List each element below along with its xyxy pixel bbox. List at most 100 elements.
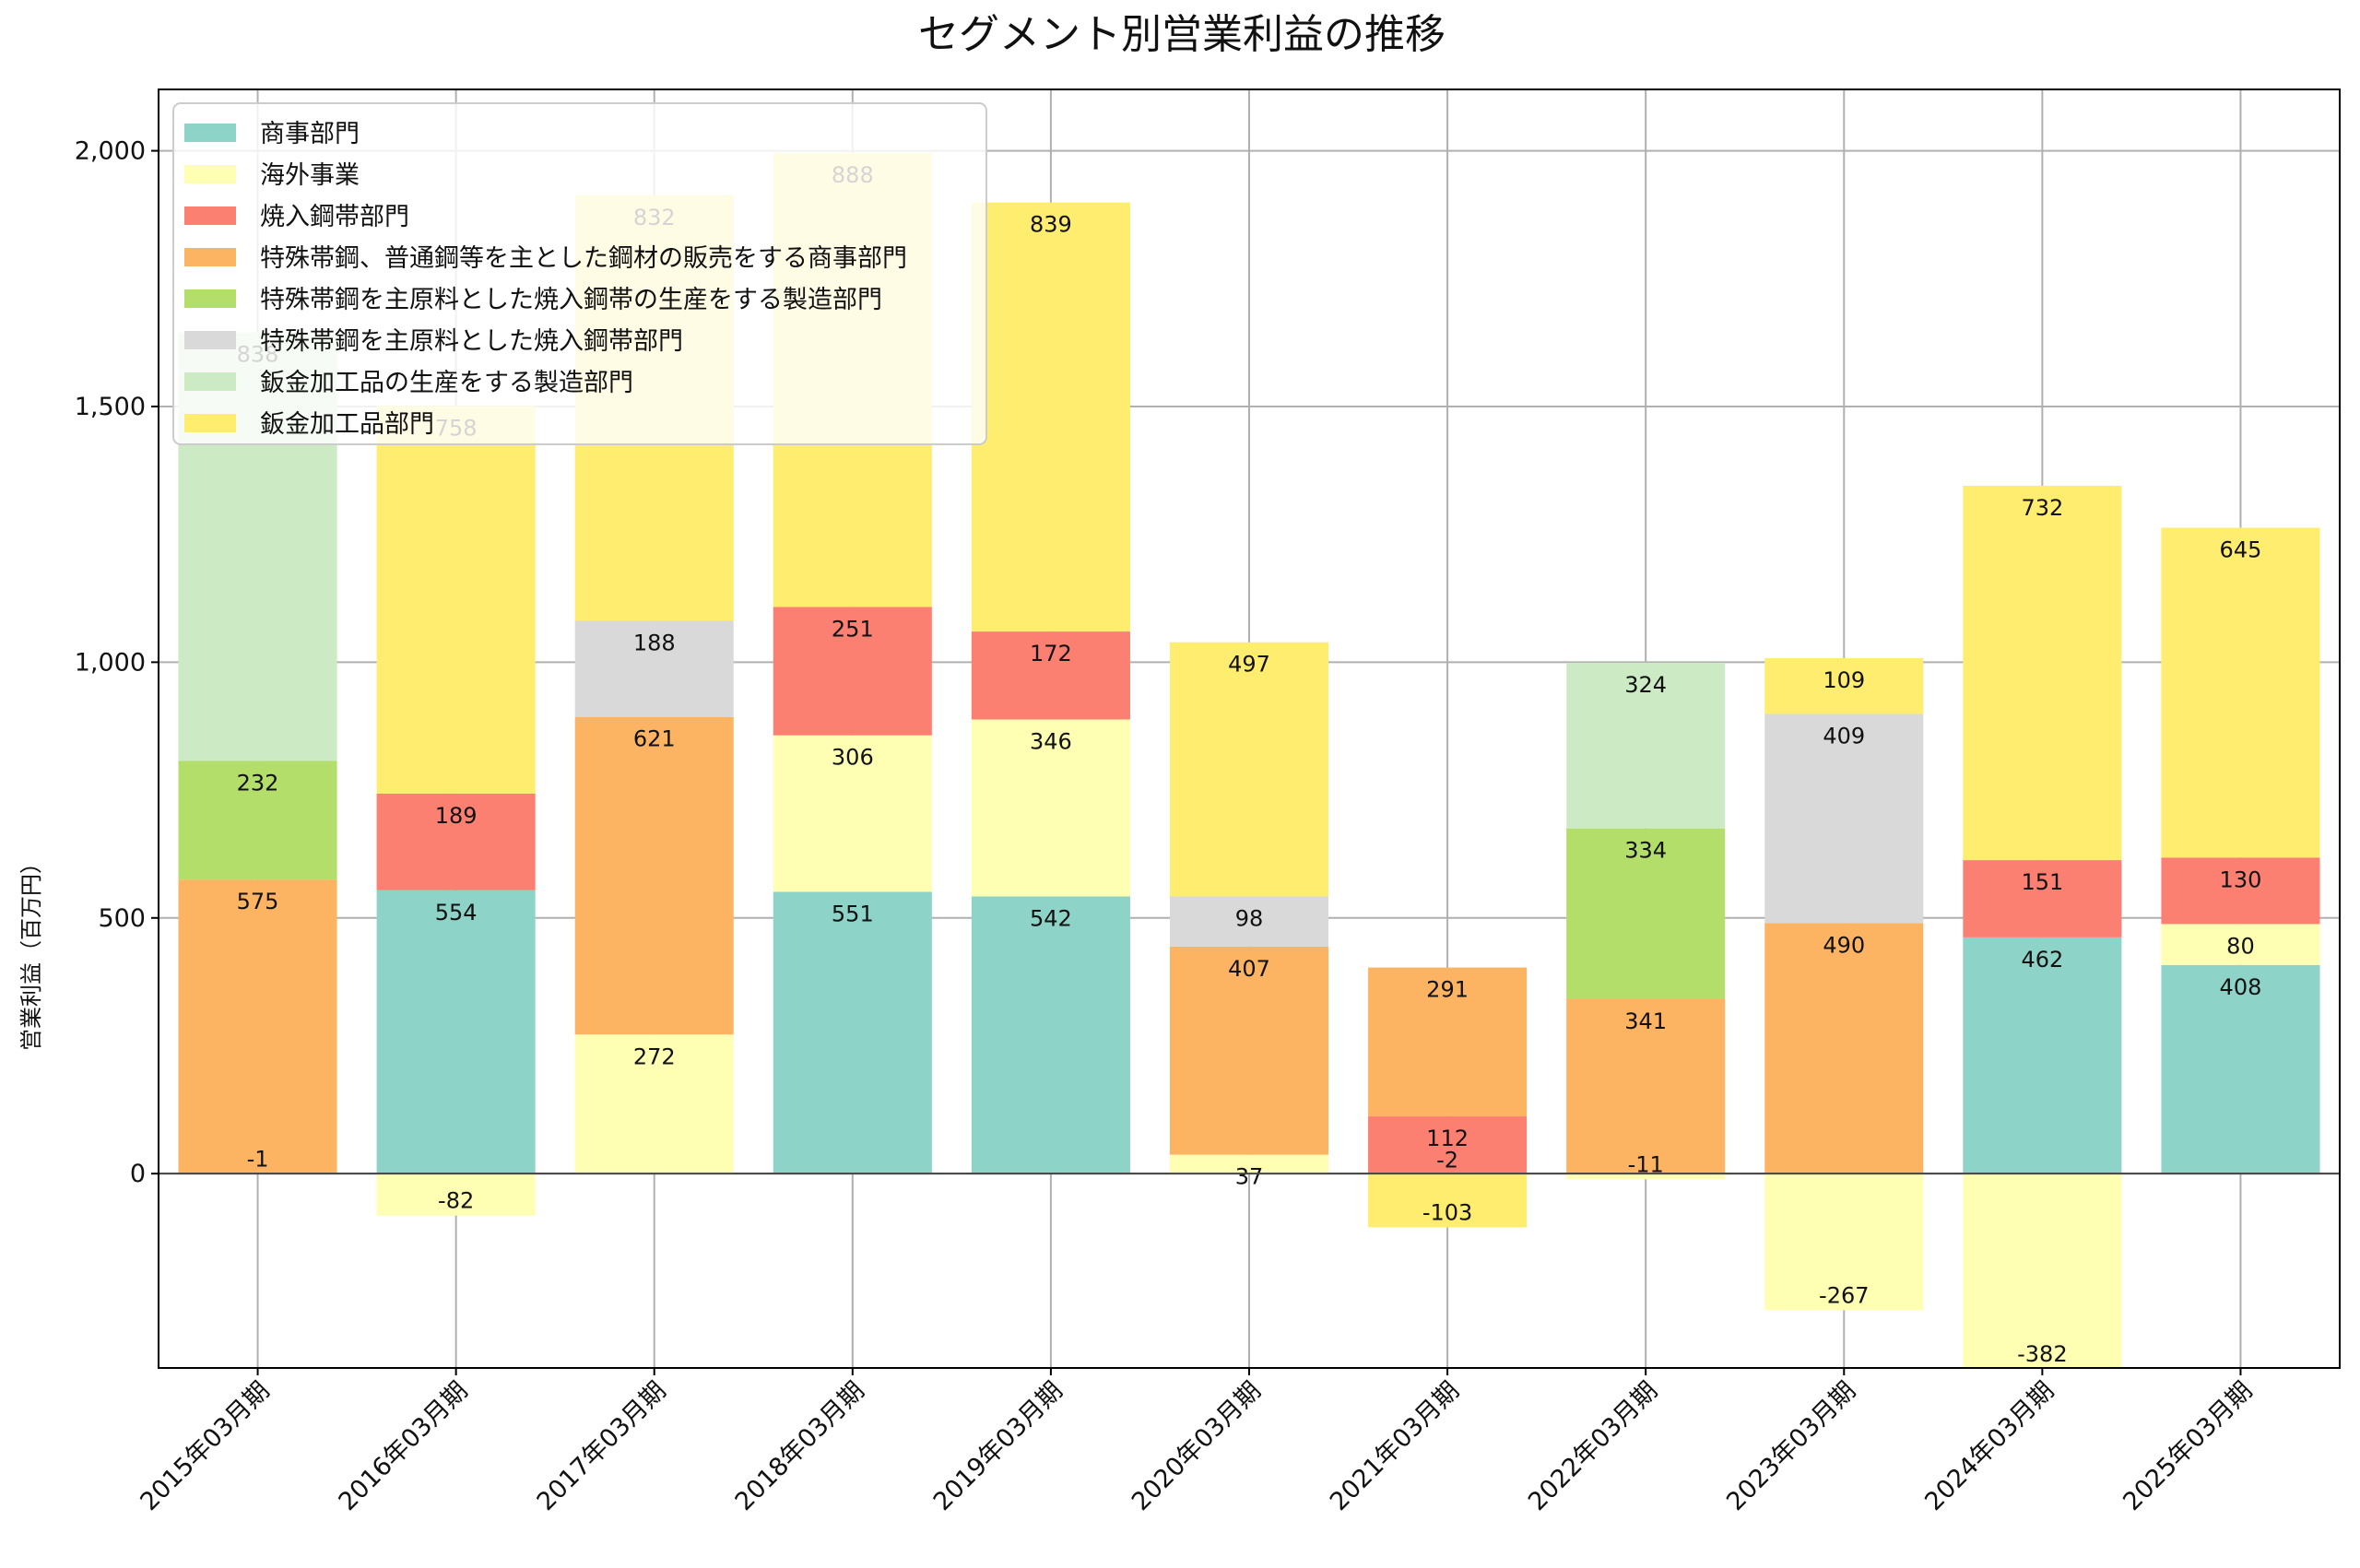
legend-swatch	[184, 289, 236, 308]
data-label: 551	[832, 901, 874, 926]
data-label: 554	[435, 900, 478, 925]
legend-label: 特殊帯鋼、普通鋼等を主とした鋼材の販売をする商事部門	[260, 244, 907, 273]
bar-segment	[1764, 1173, 1924, 1311]
x-tick-label: 2020年03月期	[1127, 1376, 1267, 1516]
data-label: 98	[1235, 905, 1264, 931]
data-label: -1	[247, 1147, 269, 1173]
bar-segment	[773, 607, 932, 736]
x-tick-label: 2024年03月期	[1919, 1376, 2059, 1516]
bar-segment	[1169, 946, 1329, 1155]
bar-segment	[1566, 828, 1726, 999]
y-tick-label: 1,000	[75, 648, 146, 677]
x-tick-label: 2018年03月期	[730, 1376, 870, 1516]
bar-segment	[1368, 967, 1528, 1117]
data-label: -82	[438, 1188, 474, 1214]
bar-segment	[1566, 1173, 1726, 1180]
bar-segment	[1169, 642, 1329, 897]
data-label: -2	[1436, 1147, 1458, 1173]
bar-segment	[773, 735, 932, 892]
bar-segment	[574, 716, 734, 1035]
legend-label: 鈑金加工品部門	[260, 410, 434, 439]
bar-segment	[574, 1034, 734, 1174]
y-tick-label: 500	[98, 904, 146, 933]
bar-segment	[178, 760, 337, 880]
legend-label: 特殊帯鋼を主原料とした焼入鋼帯の生産をする製造部門	[260, 286, 882, 314]
data-label: 839	[1030, 212, 1072, 238]
bar-segment	[1764, 657, 1924, 714]
bar-segment	[1963, 485, 2122, 861]
data-label: 409	[1823, 723, 1865, 749]
data-label: 80	[2226, 933, 2255, 959]
x-tick-label: 2022年03月期	[1523, 1376, 1663, 1516]
legend-swatch	[184, 372, 236, 391]
bar-segment	[1963, 1173, 2122, 1370]
bar-segment	[1368, 1116, 1528, 1174]
legend: 商事部門海外事業焼入鋼帯部門特殊帯鋼、普通鋼等を主とした鋼材の販売をする商事部門…	[172, 102, 987, 445]
legend-swatch	[184, 206, 236, 225]
legend-swatch	[184, 414, 236, 432]
data-label: 251	[832, 616, 874, 642]
bar-segment	[1169, 896, 1329, 947]
data-label: -382	[2017, 1341, 2067, 1367]
bar-segment	[971, 896, 1130, 1174]
data-label: 189	[435, 803, 478, 829]
data-label: 291	[1426, 977, 1469, 1003]
x-tick-label: 2017年03月期	[532, 1376, 672, 1516]
x-tick-label: 2023年03月期	[1721, 1376, 1861, 1516]
y-tick-label: 2,000	[75, 137, 146, 166]
x-tick-label: 2025年03月期	[2118, 1376, 2258, 1516]
data-label: 621	[633, 726, 676, 752]
data-label: 346	[1030, 729, 1072, 755]
legend-label: 特殊帯鋼を主原料とした焼入鋼帯部門	[260, 327, 683, 356]
bar-segment	[1764, 923, 1924, 1174]
data-label: 341	[1624, 1008, 1667, 1034]
bar-segment	[773, 891, 932, 1174]
bar-segment	[971, 719, 1130, 897]
legend-label: 焼入鋼帯部門	[260, 203, 409, 231]
bar-segment	[1566, 662, 1726, 829]
data-label: 732	[2021, 495, 2063, 521]
data-label: 188	[633, 630, 676, 655]
bar-segment	[1368, 1174, 1528, 1228]
chart-title: セグメント別営業利益の推移	[918, 11, 1446, 58]
data-label: -267	[1819, 1282, 1869, 1308]
data-label: 408	[2220, 974, 2262, 1000]
data-label: 272	[633, 1043, 676, 1069]
bar-segment	[971, 631, 1130, 720]
data-label: 407	[1228, 956, 1270, 982]
bar-segment	[1963, 860, 2122, 937]
bar-segment	[1169, 1154, 1329, 1174]
data-label: -103	[1422, 1199, 1472, 1225]
bar-segment	[376, 1173, 536, 1216]
data-label: 575	[237, 889, 279, 914]
bar-segment	[376, 890, 536, 1174]
legend-label: 鈑金加工品の生産をする製造部門	[260, 369, 633, 397]
y-tick-label: 0	[130, 1160, 146, 1188]
x-tick-label: 2021年03月期	[1325, 1376, 1465, 1516]
data-label: 462	[2021, 947, 2063, 973]
y-tick-label: 1,500	[75, 393, 146, 421]
legend-label: 商事部門	[260, 120, 360, 148]
bar-segment	[1963, 937, 2122, 1174]
data-label: 232	[237, 770, 279, 796]
bar-segment	[376, 406, 536, 794]
data-label: 37	[1235, 1164, 1264, 1190]
bar-segment	[574, 620, 734, 717]
x-tick-label: 2016年03月期	[334, 1376, 474, 1516]
data-label: 109	[1823, 667, 1865, 693]
bar-segment	[1566, 998, 1726, 1174]
legend-swatch	[184, 331, 236, 349]
data-label: 130	[2220, 867, 2262, 892]
legend-box	[172, 102, 987, 445]
bar-segment	[2161, 924, 2320, 965]
plot-frame	[158, 88, 2341, 1369]
data-label: 172	[1030, 641, 1072, 666]
bar-segment	[2161, 964, 2320, 1174]
x-tick-label: 2019年03月期	[928, 1376, 1068, 1516]
legend-swatch	[184, 124, 236, 142]
data-label: 306	[832, 745, 874, 771]
data-label: 542	[1030, 905, 1072, 931]
x-tick-label: 2015年03月期	[135, 1376, 275, 1516]
